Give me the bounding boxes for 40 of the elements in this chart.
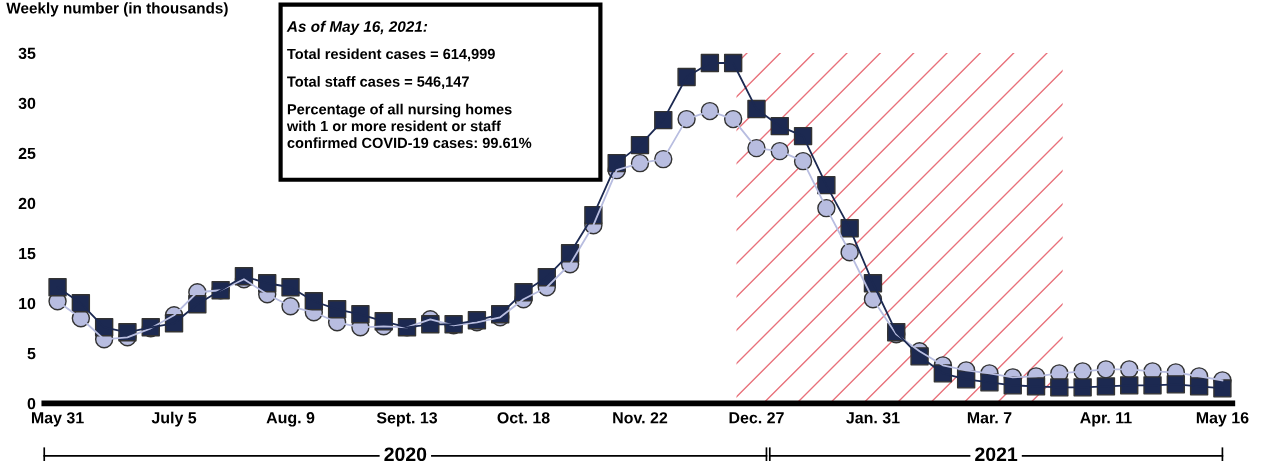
point	[677, 67, 696, 87]
y-tick-label: 20	[18, 197, 36, 210]
x-tick-label: July 5	[151, 411, 197, 427]
y-axis-title: Weekly number (in thousands)	[6, 2, 228, 17]
point	[1073, 378, 1092, 397]
x-tick-label: May 16	[1196, 412, 1249, 427]
y-tick-label: 35	[18, 47, 36, 59]
point	[1026, 377, 1046, 396]
x-tick-label: Apr. 11	[1080, 412, 1132, 427]
x-tick-label: Jan. 31	[846, 412, 900, 424]
point	[281, 278, 300, 297]
x-tick-label: Mar. 7	[967, 412, 1012, 424]
y-tick-label: 10	[19, 297, 36, 310]
x-tick-label: Aug. 9	[266, 412, 315, 427]
text: As of May 16, 2021:	[286, 20, 428, 35]
annotation: Total resident cases = 614,999	[287, 48, 495, 62]
point	[1120, 376, 1139, 395]
point	[1166, 375, 1186, 394]
point	[48, 278, 67, 297]
point	[1213, 379, 1232, 398]
point	[1143, 376, 1162, 395]
point	[1096, 377, 1116, 396]
point	[351, 305, 370, 324]
x-tick-label: Oct. 18	[497, 412, 550, 424]
point	[1050, 378, 1069, 397]
y-tick-label: 25	[18, 147, 36, 160]
text: 2021	[975, 447, 1018, 461]
y-tick-label: 0	[27, 398, 36, 410]
x-tick-label: Sept. 13	[376, 412, 438, 427]
x-tick-label: Nov. 22	[613, 412, 668, 424]
y-tick-label: 30	[18, 97, 36, 110]
text: 2020	[384, 447, 427, 461]
x-tick-label: Dec. 27	[729, 412, 784, 424]
annotation: Total staff cases = 546,147	[287, 76, 469, 89]
x-tick-label: May 31	[31, 412, 84, 427]
point	[747, 99, 766, 119]
y-tick-label: 15	[19, 248, 36, 260]
y-tick-label: 5	[27, 348, 36, 360]
annotation: Percentage of all nursing homes with 1 or more resident or staff confirmed COVID-19 cases: 99.61%	[286, 103, 532, 149]
point	[980, 373, 999, 392]
